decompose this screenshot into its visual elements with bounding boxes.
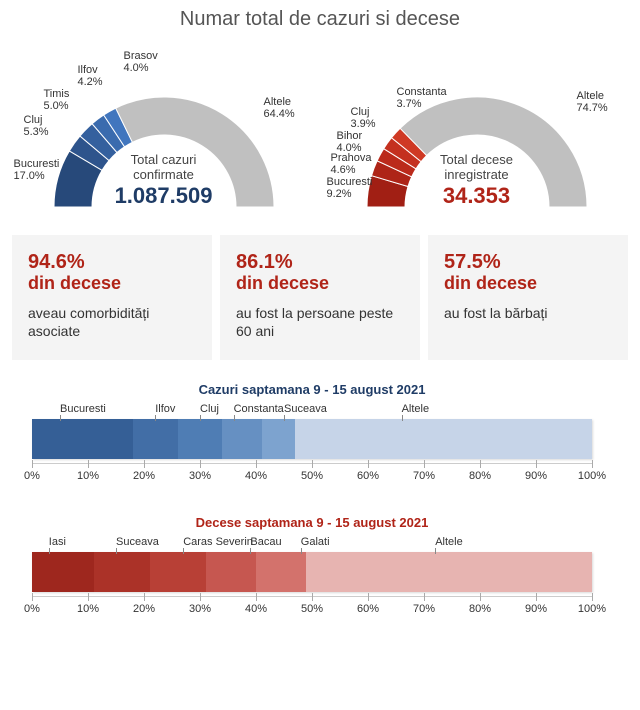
gauge-callout: Bucuresti9.2% (327, 177, 373, 200)
hbar-seg (222, 419, 261, 459)
stat-desc: aveau comorbidități asociate (28, 304, 196, 340)
hbar-seg (178, 419, 223, 459)
gauge-cases: Bucuresti17.0% Cluj5.3% Timis5.0% Ilfov4.2%… (14, 37, 314, 217)
axis-tick-label: 70% (413, 603, 435, 615)
hbar-seg-label: Ilfov (155, 403, 175, 415)
gauge-callout: Constanta3.7% (397, 87, 447, 110)
gauge-callout: Altele64.4% (264, 97, 295, 120)
hbar-seg-label: Bacau (250, 536, 281, 548)
hbar-seg-label: Suceava (116, 536, 159, 548)
axis-tick-label: 70% (413, 470, 435, 482)
hbar-seg (32, 552, 94, 592)
gauge-callout: Prahova4.6% (331, 153, 372, 176)
stat-pct: 94.6% (28, 251, 196, 273)
axis-tick-label: 40% (245, 603, 267, 615)
weekly-cases-chart: Cazuri saptamana 9 - 15 august 2021 Bucur… (32, 382, 592, 485)
gauge-callout: Bucuresti17.0% (14, 159, 60, 182)
hbar-seg-label: Altele (402, 403, 430, 415)
gauge-callout: Cluj3.9% (351, 107, 376, 130)
axis-tick-label: 100% (578, 603, 606, 615)
hbar-seg (150, 552, 206, 592)
hbar (32, 419, 592, 459)
stat-label: din decese (444, 273, 612, 294)
axis-tick-label: 20% (133, 603, 155, 615)
axis-tick-label: 0% (24, 603, 40, 615)
hbar-seg (306, 552, 592, 592)
hbar-seg-label: Constanta (234, 403, 284, 415)
axis-tick-label: 80% (469, 470, 491, 482)
stat-pct: 57.5% (444, 251, 612, 273)
stat-label: din decese (28, 273, 196, 294)
axis-tick-label: 60% (357, 603, 379, 615)
stat-desc: au fost la persoane peste 60 ani (236, 304, 404, 340)
axis-tick-label: 20% (133, 470, 155, 482)
gauge-center-text: Total cazuriconfirmate1.087.509 (115, 153, 213, 209)
stat-card: 86.1%din decese au fost la persoane peste… (220, 235, 420, 360)
axis-tick-label: 100% (578, 470, 606, 482)
hbar-seg-label: Suceava (284, 403, 327, 415)
page-title: Numar total de cazuri si decese (12, 8, 628, 31)
hbar-seg-label: Iasi (49, 536, 66, 548)
hbar-seg-label: Cluj (200, 403, 219, 415)
stat-label: din decese (236, 273, 404, 294)
hbar (32, 552, 592, 592)
gauge-callout: Brasov4.0% (124, 51, 158, 74)
axis-tick-label: 50% (301, 603, 323, 615)
stat-card: 57.5%din decese au fost la bărbați (428, 235, 628, 360)
hbar-seg-label: Bucuresti (60, 403, 106, 415)
hbar-title: Cazuri saptamana 9 - 15 august 2021 (32, 382, 592, 397)
stat-card: 94.6%din decese aveau comorbidități asoci… (12, 235, 212, 360)
weekly-deaths-chart: Decese saptamana 9 - 15 august 2021 Iasi S… (32, 515, 592, 618)
stat-desc: au fost la bărbați (444, 304, 612, 322)
hbar-seg (256, 552, 306, 592)
hbar-seg (295, 419, 592, 459)
axis-tick-label: 0% (24, 470, 40, 482)
gauge-callout: Ilfov4.2% (78, 65, 103, 88)
axis-tick-label: 30% (189, 603, 211, 615)
axis-tick-label: 80% (469, 603, 491, 615)
hbar-title: Decese saptamana 9 - 15 august 2021 (32, 515, 592, 530)
axis-tick-label: 90% (525, 470, 547, 482)
axis-tick-label: 10% (77, 470, 99, 482)
hbar-seg-label: Caras Severin (183, 536, 253, 548)
hbar-seg (262, 419, 296, 459)
hbar-seg (133, 419, 178, 459)
gauge-callout: Timis5.0% (44, 89, 70, 112)
gauge-callout: Altele74.7% (577, 91, 608, 114)
axis-tick-label: 30% (189, 470, 211, 482)
hbar-seg (94, 552, 150, 592)
gauges-row: Bucuresti17.0% Cluj5.3% Timis5.0% Ilfov4.2%… (12, 37, 628, 217)
axis-tick-label: 10% (77, 603, 99, 615)
hbar-seg-label: Altele (435, 536, 463, 548)
gauge-deaths: Bucuresti9.2%Prahova4.6%Bihor4.0%Cluj3.9… (327, 37, 627, 217)
axis-tick-label: 50% (301, 470, 323, 482)
hbar-seg-label: Galati (301, 536, 330, 548)
gauge-callout: Cluj5.3% (24, 115, 49, 138)
stat-pct: 86.1% (236, 251, 404, 273)
stat-cards: 94.6%din deceseaveau comorbidități asoci… (12, 235, 628, 360)
hbar-seg (32, 419, 133, 459)
axis-tick-label: 60% (357, 470, 379, 482)
axis-tick-label: 90% (525, 603, 547, 615)
gauge-center-text: Total deceseinregistrate34.353 (440, 153, 513, 209)
hbar-axis: 0%10%20%30%40%50%60%70%80%90%100% (32, 463, 592, 485)
hbar-axis: 0%10%20%30%40%50%60%70%80%90%100% (32, 596, 592, 618)
axis-tick-label: 40% (245, 470, 267, 482)
hbar-seg (206, 552, 256, 592)
gauge-callout: Bihor4.0% (337, 131, 363, 154)
